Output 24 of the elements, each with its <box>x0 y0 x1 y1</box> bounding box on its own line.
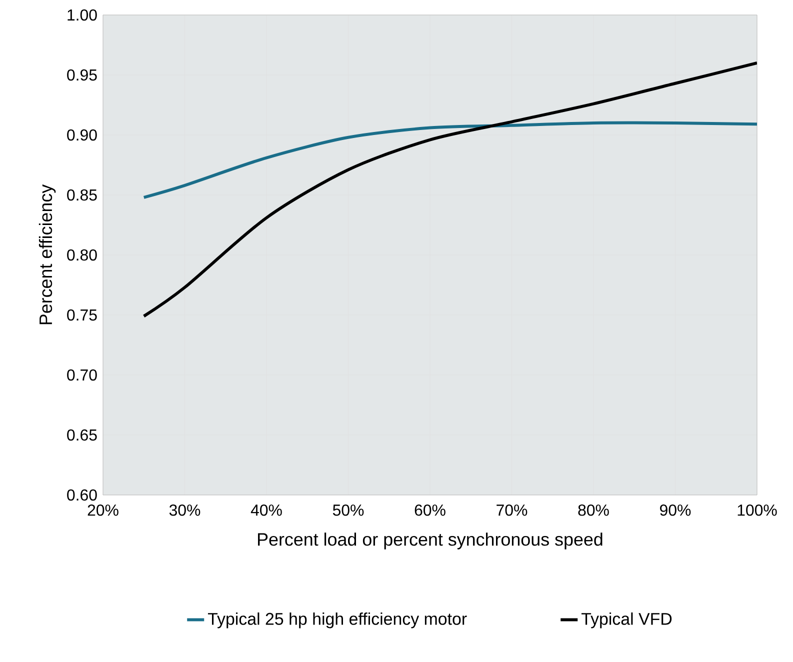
x-tick-label: 50% <box>332 504 364 516</box>
y-tick-label: 0.95 <box>67 69 97 81</box>
x-tick-label: 80% <box>578 504 609 516</box>
x-tick-label: 90% <box>660 504 691 516</box>
line-series <box>142 61 758 318</box>
x-tick-label: 70% <box>496 504 528 516</box>
y-tick-label: 0.65 <box>67 429 97 441</box>
y-axis-title: Percent efficiency <box>38 184 56 324</box>
x-tick-label: 40% <box>250 504 282 516</box>
y-tick-label: 0.85 <box>67 189 97 201</box>
y-tick-label: 0.80 <box>67 249 97 261</box>
legend-label: Typical 25 hp high efficiency motor <box>208 612 467 628</box>
legend-label: Typical VFD <box>581 612 672 628</box>
x-tick-label: 30% <box>169 504 200 516</box>
y-tick-label: 0.60 <box>67 489 97 501</box>
x-tick-label: 20% <box>88 504 118 516</box>
y-tick-label: 0.75 <box>67 309 97 321</box>
y-tick-label: 0.70 <box>67 369 97 381</box>
x-axis-title: Percent load or percent synchronous speed <box>258 532 602 550</box>
x-tick-label: 100% <box>738 504 777 516</box>
x-tick-label: 60% <box>414 504 446 516</box>
y-tick-label: 0.90 <box>67 129 97 141</box>
line-series <box>142 121 758 199</box>
y-tick-label: 1.00 <box>68 9 97 21</box>
